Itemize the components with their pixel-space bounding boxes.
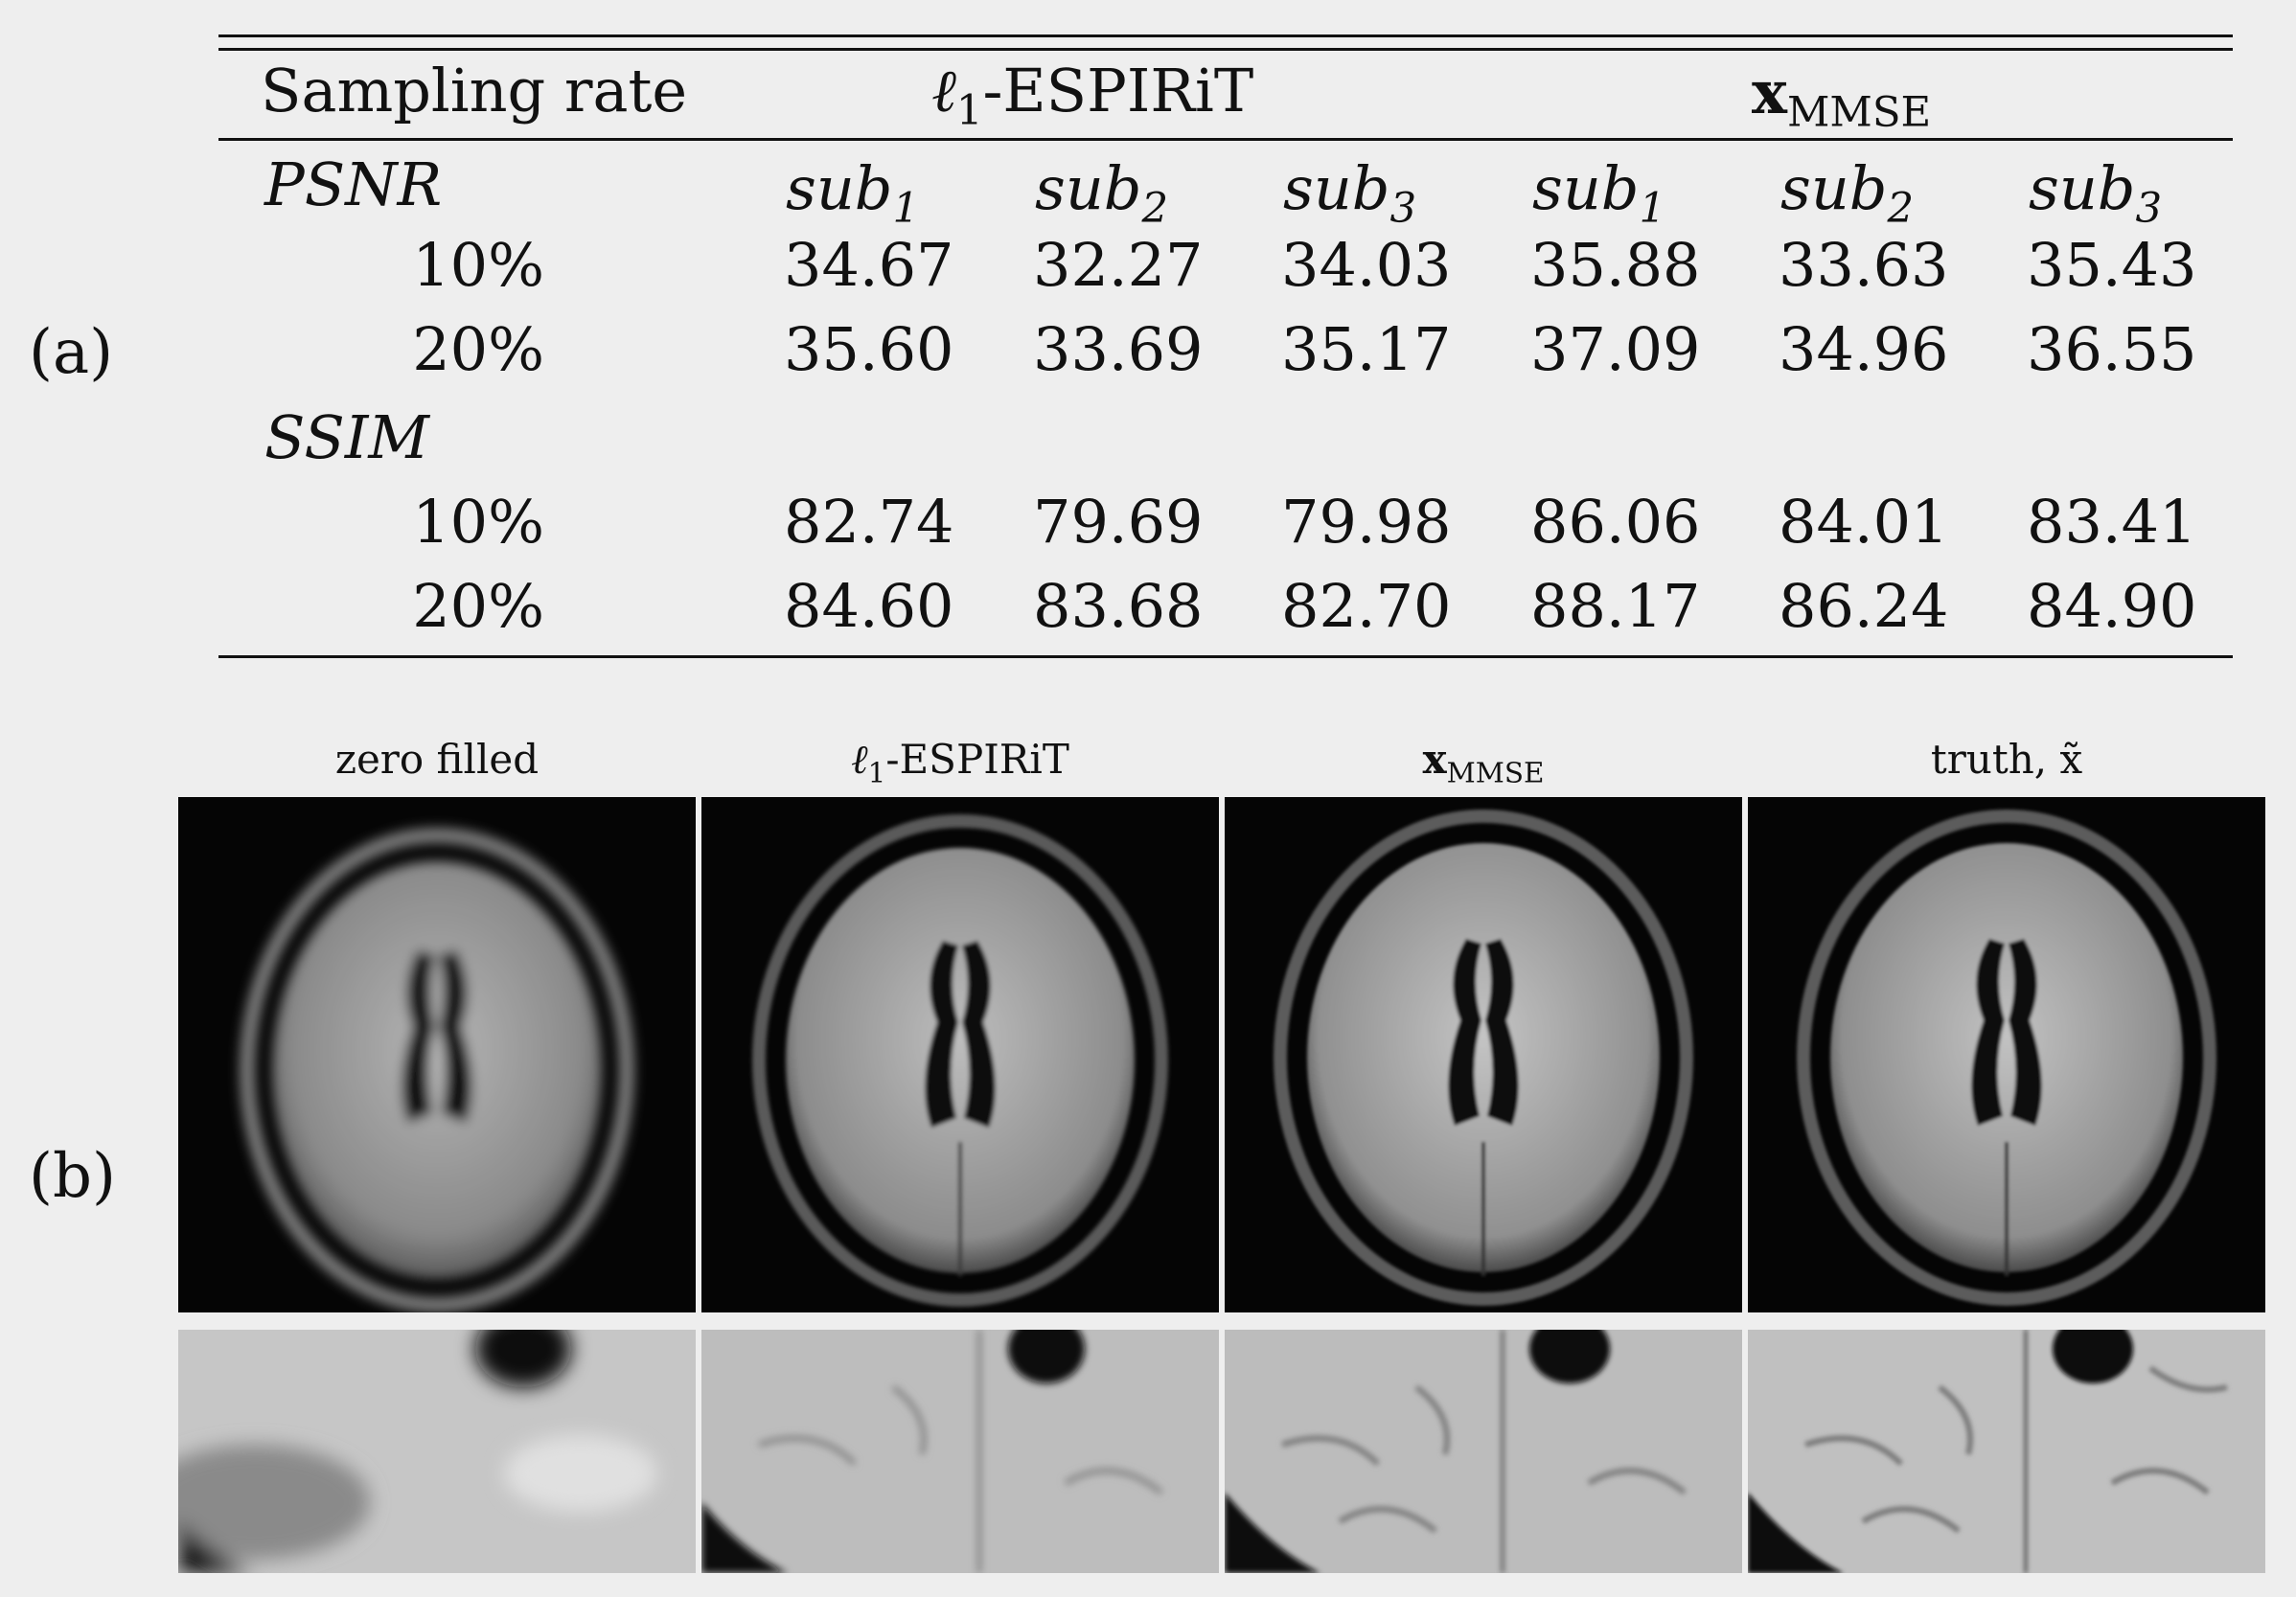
panel-label-a: (a) xyxy=(29,317,114,388)
table-cell: 86.06 xyxy=(1530,487,1701,557)
brain-image-x-mmse xyxy=(1225,797,1742,1312)
table-cell: 34.67 xyxy=(784,230,954,300)
image-title-x-mmse: xMMSE xyxy=(1422,736,1545,789)
zoom-image-x-mmse xyxy=(1225,1330,1742,1573)
metric-label-ssim: SSIM xyxy=(264,402,429,472)
table-cell: 82.74 xyxy=(784,487,954,557)
ssim-rate-20: 20% xyxy=(412,571,544,641)
table-bottom-rule xyxy=(218,655,2233,658)
header-l1-espirit: ℓ1-ESPIRiT xyxy=(931,61,1253,132)
table-cell: 33.63 xyxy=(1779,230,1949,300)
image-title-truth: truth, x̃ xyxy=(1930,736,2083,783)
table-cell: 88.17 xyxy=(1530,571,1701,641)
psnr-rate-10: 10% xyxy=(412,230,544,300)
table-cell: 82.70 xyxy=(1281,571,1452,641)
image-title-zero-filled: zero filled xyxy=(334,736,540,783)
table-cell: 84.60 xyxy=(784,571,954,641)
table-top-rule-1 xyxy=(218,34,2233,37)
table-cell: 35.88 xyxy=(1530,230,1701,300)
sub-header-6: sub3 xyxy=(2029,153,2163,233)
brain-image-truth xyxy=(1748,797,2265,1312)
table-cell: 34.96 xyxy=(1779,314,1949,384)
table-cell: 33.69 xyxy=(1033,314,1204,384)
header-l1-suffix: -ESPIRiT xyxy=(982,56,1254,125)
header-sampling-rate: Sampling rate xyxy=(261,56,688,125)
table-cell: 35.60 xyxy=(784,314,954,384)
table-cell: 32.27 xyxy=(1033,230,1204,300)
header-l1-symbol: ℓ xyxy=(931,56,956,125)
image-title-l1-espirit: ℓ1-ESPIRiT xyxy=(851,736,1069,789)
sub-header-2: sub2 xyxy=(1035,153,1169,233)
table-cell: 83.68 xyxy=(1033,571,1204,641)
table-cell: 84.90 xyxy=(2027,571,2197,641)
panel-label-b: (b) xyxy=(29,1141,116,1212)
table-cell: 35.17 xyxy=(1281,314,1452,384)
table-cell: 84.01 xyxy=(1779,487,1949,557)
sub-header-4: sub1 xyxy=(1532,153,1666,233)
table-cell: 86.24 xyxy=(1779,571,1949,641)
sub-header-5: sub2 xyxy=(1780,153,1915,233)
sub-header-1: sub1 xyxy=(786,153,920,233)
header-x-mmse: xMMSE xyxy=(1752,63,1931,134)
table-header-rule xyxy=(218,138,2233,141)
table-cell: 35.43 xyxy=(2027,230,2197,300)
table-cell: 79.98 xyxy=(1281,487,1452,557)
header-l1-sub: 1 xyxy=(955,86,983,135)
brain-image-zero-filled xyxy=(178,797,696,1312)
table-cell: 83.41 xyxy=(2027,487,2197,557)
sub-header-3: sub3 xyxy=(1283,153,1417,233)
zoom-image-truth xyxy=(1748,1330,2265,1573)
table-top-rule-2 xyxy=(218,48,2233,51)
ssim-rate-10: 10% xyxy=(412,487,544,557)
table-cell: 34.03 xyxy=(1281,230,1452,300)
table-cell: 37.09 xyxy=(1530,314,1701,384)
psnr-rate-20: 20% xyxy=(412,314,544,384)
zoom-image-l1-espirit xyxy=(701,1330,1219,1573)
zoom-image-zero-filled xyxy=(178,1330,696,1573)
brain-image-l1-espirit xyxy=(701,797,1219,1312)
table-cell: 36.55 xyxy=(2027,314,2197,384)
metric-label-psnr: PSNR xyxy=(264,149,443,219)
header-x-symbol: x xyxy=(1752,57,1787,127)
header-x-sub: MMSE xyxy=(1786,88,1932,137)
table-cell: 79.69 xyxy=(1033,487,1204,557)
